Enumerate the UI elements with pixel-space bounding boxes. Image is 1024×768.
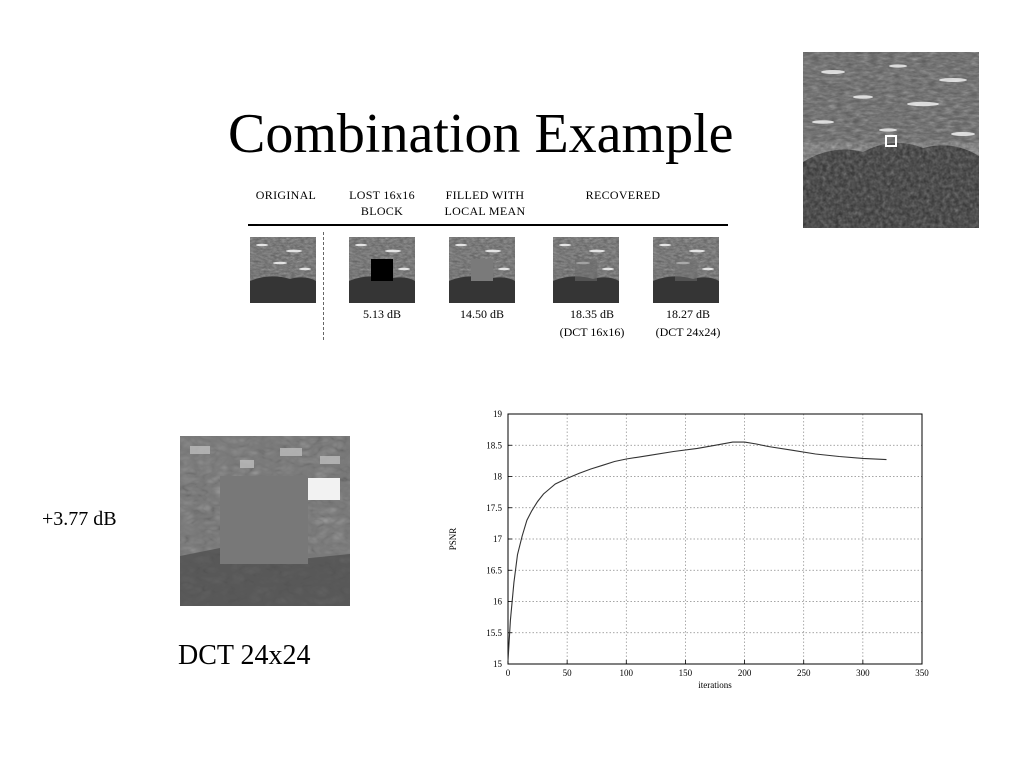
y-tick-label: 17.5: [486, 503, 502, 513]
x-tick-label: 250: [797, 668, 811, 678]
x-tick-label: 50: [563, 668, 573, 678]
caption-filled-psnr: 14.50 dB: [459, 307, 504, 321]
thumb-lost-block: [349, 237, 415, 303]
y-tick-label: 17: [493, 534, 503, 544]
zoomed-recovered-image: [180, 436, 350, 606]
y-tick-label: 18: [493, 472, 503, 482]
thumb-recovered-dct24: [653, 237, 719, 303]
chart-ticks: 0 50 100 150 200 250 300 350 15 15.5 16 16.5 17 17.5 1…: [486, 409, 929, 678]
x-tick-label: 100: [620, 668, 634, 678]
x-tick-label: 0: [506, 668, 511, 678]
header-lost-block: LOST 16x16 BLOCK: [349, 188, 415, 218]
slide-title: Combination Example: [228, 103, 734, 165]
psnr-gain-label: +3.77 dB: [42, 508, 117, 530]
y-tick-label: 15.5: [486, 628, 502, 638]
thumb-recovered-dct16: [553, 237, 619, 303]
dashed-divider: [323, 232, 324, 340]
x-tick-label: 150: [679, 668, 693, 678]
reference-photo: [803, 52, 979, 228]
y-tick-label: 19: [493, 409, 503, 419]
y-axis-label: PSNR: [448, 528, 458, 551]
y-tick-label: 18.5: [486, 440, 502, 450]
header-original: ORIGINAL: [255, 188, 317, 202]
x-tick-label: 300: [856, 668, 870, 678]
y-tick-label: 16: [493, 597, 503, 607]
y-tick-label: 16.5: [486, 565, 502, 575]
chart-grid: [508, 414, 922, 664]
thumb-filled-mean: [449, 237, 515, 303]
x-axis-label: iterations: [698, 680, 732, 690]
caption-dct16-psnr: 18.35 dB (DCT 16x16): [559, 307, 625, 339]
block-marker: [885, 135, 897, 147]
reference-photo-image: [803, 52, 979, 228]
x-tick-label: 200: [738, 668, 752, 678]
caption-lost-psnr: 5.13 dB: [362, 307, 401, 321]
x-tick-label: 350: [915, 668, 929, 678]
zoomed-image-caption: DCT 24x24: [178, 640, 311, 671]
psnr-series-line: [507, 441, 887, 661]
caption-dct24-psnr: 18.27 dB (DCT 24x24): [655, 307, 721, 339]
psnr-iterations-chart: 0 50 100 150 200 250 300 350 15 15.5 16 16.5 17 17.5 1…: [448, 409, 929, 690]
chart-series: [507, 441, 887, 661]
header-recovered: RECOVERED: [585, 188, 661, 202]
thumb-original: [250, 237, 316, 303]
y-tick-label: 15: [493, 659, 503, 669]
header-rule: [248, 224, 728, 226]
header-filled-local-mean: FILLED WITH LOCAL MEAN: [444, 188, 526, 218]
